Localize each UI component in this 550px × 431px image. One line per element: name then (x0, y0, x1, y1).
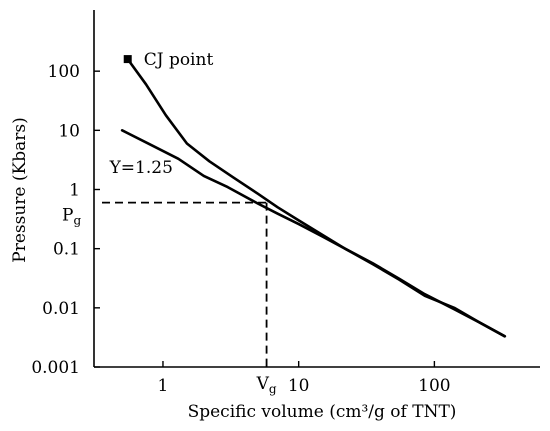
series-lines (120, 57, 507, 338)
y-tick-label: 0.01 (42, 299, 80, 319)
series-line-2 (120, 129, 507, 338)
x-axis: 1 10 100 (94, 361, 540, 396)
cj-point-marker (123, 55, 132, 64)
pg-label: Pg (62, 206, 81, 228)
y-tick-label: 0.1 (53, 240, 80, 260)
vg-label: Vg (256, 374, 277, 396)
y-tick-label: 1 (69, 181, 80, 201)
reference-lines (102, 201, 268, 367)
x-tick-label: 1 (158, 376, 169, 396)
series-line-1 (126, 57, 507, 338)
cj-marker-group (123, 55, 132, 64)
y-tick-label: 10 (58, 121, 80, 141)
x-ticks: 1 10 100 (158, 361, 451, 396)
x-tick-label: 10 (288, 376, 310, 396)
y-ticks: 100 10 1 0.1 0.01 0.001 (31, 62, 100, 378)
cj-point-label: CJ point (144, 50, 214, 70)
x-axis-title: Specific volume (cm³/g of TNT) (188, 402, 457, 422)
y-axis-title: Pressure (Kbars) (10, 117, 30, 262)
y-tick-label: 100 (48, 62, 80, 82)
vg-label-main: V (256, 374, 270, 394)
vg-label-sub: g (269, 382, 277, 396)
pg-label-sub: g (73, 214, 81, 228)
pg-label-main: P (62, 206, 73, 226)
x-tick-label: 100 (418, 376, 450, 396)
gamma-annotation: Y=1.25 (109, 158, 173, 178)
y-tick-label: 0.001 (31, 358, 80, 378)
y-axis: 100 10 1 0.1 0.01 0.001 (31, 10, 100, 378)
